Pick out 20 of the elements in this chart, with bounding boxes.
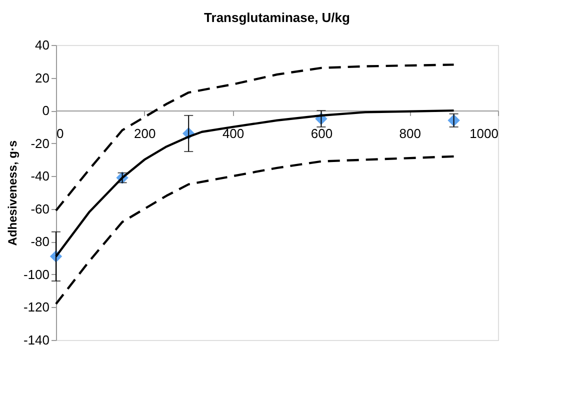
y-axis-title: Adhesiveness, g·s: [5, 140, 20, 246]
y-tick-label: -60: [30, 201, 50, 216]
x-tick-label: 0: [56, 126, 64, 142]
y-tick-label: -100: [23, 266, 50, 282]
y-tick-label: 40: [35, 38, 50, 52]
line-series: [54, 64, 455, 212]
y-tick-label: 20: [35, 70, 50, 86]
y-tick-label: 0: [42, 103, 50, 118]
x-tick-label: 1000: [470, 126, 498, 142]
x-axis-title: Transglutaminase, U/kg: [204, 10, 350, 25]
y-tick-label: -40: [30, 168, 50, 184]
y-tick-label: -20: [30, 136, 50, 151]
x-tick-label: 200: [134, 126, 156, 142]
x-tick-label: 400: [222, 126, 244, 142]
y-tick-label: -120: [23, 300, 50, 315]
y-tick-label: -140: [23, 332, 50, 348]
x-tick-label: 600: [310, 126, 333, 142]
x-tick-label: 800: [399, 126, 421, 142]
y-tick-label: -80: [30, 234, 50, 250]
line-series: [54, 155, 455, 306]
